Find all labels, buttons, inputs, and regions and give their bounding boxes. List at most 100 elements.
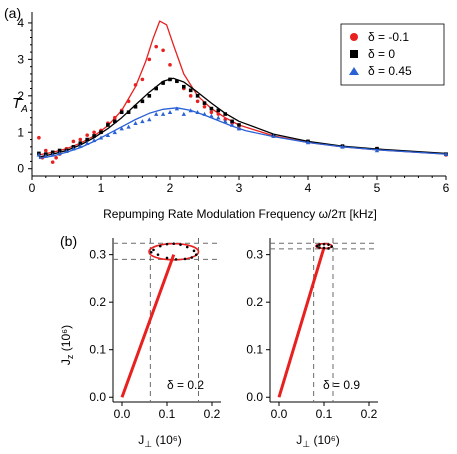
- panel-a-plot-area: 0 1 2 3 4 5 6 0 1 2 3 4: [17, 12, 450, 195]
- x-tick-label: 6: [443, 181, 450, 195]
- x-tick-label: 2: [167, 181, 174, 195]
- data-point-triangle: [140, 119, 145, 124]
- data-point-square: [188, 88, 193, 93]
- legend-marker-circle: [350, 33, 358, 41]
- data-point-triangle: [167, 110, 173, 115]
- y-tick-label: 4: [17, 16, 24, 30]
- data-point-circle: [78, 137, 83, 142]
- data-point-triangle: [50, 152, 55, 157]
- data-point-circle: [133, 83, 138, 87]
- data-point-square: [237, 123, 241, 127]
- legend-label-series-2: δ = 0: [368, 47, 395, 61]
- trajectory-point: [185, 245, 189, 249]
- y-tick-label: 1: [17, 125, 24, 139]
- trajectory-point: [172, 242, 176, 246]
- x-tick-label: 1: [98, 181, 105, 195]
- data-point-triangle: [147, 117, 152, 122]
- trajectory-point: [322, 246, 326, 250]
- data-point-square: [50, 150, 55, 155]
- data-point-circle: [126, 99, 131, 104]
- data-point-square: [147, 94, 152, 98]
- data-point-square: [119, 110, 124, 115]
- trajectory-point: [318, 246, 321, 249]
- spin-vector: [277, 247, 326, 398]
- data-point-circle: [147, 57, 152, 62]
- data-point-triangle: [112, 130, 117, 135]
- data-point-square: [209, 106, 214, 111]
- trajectory-point: [183, 257, 187, 261]
- data-point-triangle: [209, 113, 214, 118]
- trajectory-point: [165, 256, 169, 260]
- data-point-triangle: [133, 120, 138, 125]
- data-point-circle: [140, 77, 145, 82]
- legend-label-series-3: δ = 0.45: [368, 64, 412, 78]
- trajectory-point: [152, 248, 155, 252]
- data-point-square: [202, 101, 207, 105]
- annotation-delta-left: δ = 0.2: [167, 378, 204, 392]
- data-point-square: [182, 84, 186, 89]
- data-point-square: [133, 104, 138, 109]
- data-point-square: [154, 86, 158, 91]
- legend-label-series-1: δ = -0.1: [368, 30, 409, 44]
- data-point-circle: [188, 94, 193, 98]
- y-tick-label: 0.0: [89, 390, 106, 404]
- data-point-triangle: [374, 148, 380, 153]
- data-point-circle: [44, 148, 48, 153]
- data-point-triangle: [181, 111, 186, 116]
- data-point-triangle: [154, 111, 159, 116]
- panel-b-left-plot: 0.0 0.1 0.2 0.0 0.1 0.2 0.3: [89, 238, 221, 421]
- data-point-square: [113, 119, 117, 124]
- trajectory-point: [158, 244, 162, 248]
- data-point-circle: [161, 48, 165, 53]
- data-point-square: [168, 77, 172, 82]
- data-point-square: [85, 137, 89, 142]
- trajectory-point: [318, 243, 321, 246]
- panel-b-right-plot: 0.0 0.1 0.2 0.0 0.1 0.2 0.3: [246, 238, 378, 421]
- data-point-triangle: [236, 126, 242, 131]
- trajectory-point: [190, 256, 194, 259]
- y-tick-label: 2: [17, 89, 24, 103]
- data-point-triangle: [36, 152, 42, 157]
- data-point-triangle: [305, 140, 311, 145]
- data-point-circle: [54, 155, 58, 160]
- data-point-triangle: [195, 110, 200, 115]
- y-tick-label: 0.2: [89, 295, 106, 309]
- legend-marker-triangle: [349, 67, 359, 75]
- data-point-square: [140, 99, 145, 104]
- legend-marker-square: [350, 50, 358, 58]
- data-point-triangle: [43, 153, 48, 158]
- y-tick-label: 0.2: [246, 295, 263, 309]
- data-point-triangle: [126, 124, 131, 129]
- panel-b-right-xlabel: J⊥ (10⁶): [296, 433, 339, 449]
- x-tick-label: 5: [374, 181, 381, 195]
- x-tick-label: 0.2: [361, 407, 378, 421]
- y-tick-label: 0.0: [246, 390, 263, 404]
- data-point-square: [57, 148, 62, 153]
- y-tick-label: 0.1: [89, 343, 106, 357]
- data-point-circle: [168, 63, 172, 67]
- data-point-square: [126, 110, 131, 115]
- data-point-triangle: [78, 143, 83, 148]
- x-tick-label: 0: [29, 181, 36, 195]
- annotation-delta-right: δ = 0.9: [323, 378, 360, 392]
- panel-b: (b) Jz (10⁶) J⊥ (10⁶) J⊥ (10⁶) 0.0 0.1 0.2…: [59, 233, 378, 449]
- panel-a-xlabel: Repumping Rate Modulation Frequency ω/2π…: [103, 207, 377, 221]
- data-point-circle: [202, 104, 207, 109]
- x-tick-label: 0.1: [316, 407, 333, 421]
- data-point-circle: [216, 112, 221, 116]
- panel-b-ylabel: Jz (10⁶): [59, 325, 75, 365]
- trajectory-point: [149, 250, 153, 254]
- panel-a-label: (a): [4, 5, 21, 21]
- data-point-square: [99, 130, 103, 135]
- data-point-circle: [92, 130, 96, 135]
- data-point-triangle: [443, 151, 449, 156]
- data-point-triangle: [223, 119, 228, 124]
- panel-a-ylabel: TA: [12, 95, 28, 115]
- trajectory-point: [174, 258, 178, 261]
- x-tick-label: 0.2: [204, 407, 221, 421]
- data-point-triangle: [271, 133, 276, 138]
- data-point-circle: [37, 135, 41, 140]
- data-point-triangle: [64, 149, 69, 154]
- y-tick-label: 0.3: [89, 248, 106, 262]
- data-point-triangle: [229, 122, 235, 127]
